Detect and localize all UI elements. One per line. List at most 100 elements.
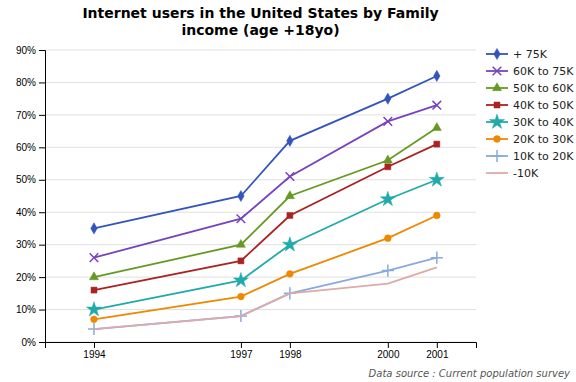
y-tick-label: 10% <box>16 304 36 315</box>
series-marker <box>238 190 244 201</box>
series-line <box>94 180 437 310</box>
y-tick-label: 70% <box>16 110 36 121</box>
legend-label: 20K to 30K <box>513 133 574 146</box>
chart-title-line: income (age +18yo) <box>181 22 339 38</box>
series-marker <box>238 293 245 300</box>
x-tick-label: 1998 <box>279 349 302 360</box>
grid-line <box>45 309 476 310</box>
series-marker <box>432 123 441 131</box>
grid-line <box>45 244 476 245</box>
series-line <box>94 258 437 329</box>
grid-line <box>45 147 476 148</box>
y-tick-mark <box>39 50 45 51</box>
series-marker <box>380 191 395 205</box>
series-line <box>94 144 437 290</box>
series-marker <box>434 141 440 147</box>
series-marker <box>385 93 391 104</box>
series-marker <box>287 270 294 277</box>
series-marker <box>282 237 297 251</box>
y-tick: 10% <box>16 304 45 315</box>
x-tick-mark <box>241 342 242 348</box>
y-tick-label: 20% <box>16 272 36 283</box>
y-tick-label: 90% <box>16 45 36 56</box>
y-tick-mark <box>39 277 45 278</box>
series-marker <box>286 172 295 181</box>
legend-label: 40K to 50K <box>513 99 574 112</box>
series-marker <box>91 223 97 234</box>
legend-item: 50K to 60K <box>486 82 574 95</box>
x-tick-mark <box>290 342 291 348</box>
grid <box>45 50 476 342</box>
x-tick: 1998 <box>279 342 302 360</box>
x-tick-label: 2000 <box>377 349 400 360</box>
series-marker <box>382 265 394 277</box>
legend-marker <box>494 136 501 143</box>
x-tick: 1997 <box>230 342 253 360</box>
chart-title: Internet users in the United States by F… <box>82 5 438 38</box>
legend-item: -10K <box>486 167 539 180</box>
series-marker <box>429 172 444 186</box>
y-tick: 30% <box>16 239 45 250</box>
y-tick-mark <box>39 310 45 311</box>
legend: + 75K 60K to 75K 50K to 60K 40K to 50K 30K t… <box>486 48 574 180</box>
series-marker <box>285 191 294 199</box>
x-tick-mark <box>94 342 95 348</box>
chart-container: 0% 10% 20% 30% 40% 50% 60% 70% 80% 90% 1994 1997 199… <box>0 0 576 382</box>
grid-line <box>45 179 476 180</box>
series-marker <box>433 101 442 110</box>
y-tick-mark <box>39 180 45 181</box>
legend-swatch <box>486 172 508 174</box>
legend-label: -10K <box>513 167 539 180</box>
x-tick-label: 1997 <box>230 349 253 360</box>
marks <box>86 70 444 335</box>
chart-title-line: Internet users in the United States by F… <box>82 5 438 21</box>
plot-area: 0% 10% 20% 30% 40% 50% 60% 70% 80% 90% 1994 1997 199… <box>16 45 477 360</box>
series-line <box>94 76 437 228</box>
y-tick: 70% <box>16 110 45 121</box>
y-axis: 0% 10% 20% 30% 40% 50% 60% 70% 80% 90% <box>16 45 46 348</box>
y-tick-label: 80% <box>16 77 36 88</box>
series-marker <box>86 302 101 316</box>
y-tick-mark <box>39 82 45 83</box>
x-tick: 2001 <box>426 342 449 360</box>
series-marker <box>91 287 97 293</box>
y-tick-mark <box>39 147 45 148</box>
series-marker <box>434 70 440 81</box>
legend-item: 10K to 20K <box>486 150 574 163</box>
legend-item: 20K to 30K <box>486 133 574 146</box>
legend-item: 30K to 40K <box>486 114 574 129</box>
y-tick: 80% <box>16 77 45 88</box>
y-tick: 0% <box>22 337 45 348</box>
series-marker <box>431 252 443 264</box>
series-marker <box>384 117 393 126</box>
legend-item: 60K to 75K <box>486 65 574 78</box>
footnote: Data source : Current population survey <box>369 368 571 379</box>
x-tick-label: 1994 <box>83 349 106 360</box>
series-marker <box>90 253 99 262</box>
grid-line <box>45 82 476 83</box>
legend-item: 40K to 50K <box>486 99 574 112</box>
legend-marker <box>493 67 502 76</box>
x-tick: 1994 <box>83 342 106 360</box>
legend-marker <box>489 114 504 128</box>
series-marker <box>384 235 391 242</box>
legend-item: + 75K <box>486 48 548 61</box>
y-tick-label: 40% <box>16 207 36 218</box>
series-marker <box>287 212 293 218</box>
series-marker <box>89 272 98 280</box>
legend-label: 60K to 75K <box>513 65 574 78</box>
y-tick: 40% <box>16 207 45 218</box>
chart-svg: 0% 10% 20% 30% 40% 50% 60% 70% 80% 90% 1994 1997 199… <box>0 0 576 382</box>
y-tick-label: 60% <box>16 142 36 153</box>
legend-marker <box>491 150 503 162</box>
legend-label: 30K to 40K <box>513 116 574 129</box>
x-tick-mark <box>388 342 389 348</box>
y-tick-mark <box>39 212 45 213</box>
series-line <box>94 128 437 277</box>
y-tick-mark <box>39 342 45 343</box>
y-tick-label: 50% <box>16 174 36 185</box>
legend-marker <box>494 48 500 59</box>
x-axis-line <box>46 343 477 349</box>
grid-line <box>45 50 476 51</box>
series-marker <box>383 155 392 163</box>
